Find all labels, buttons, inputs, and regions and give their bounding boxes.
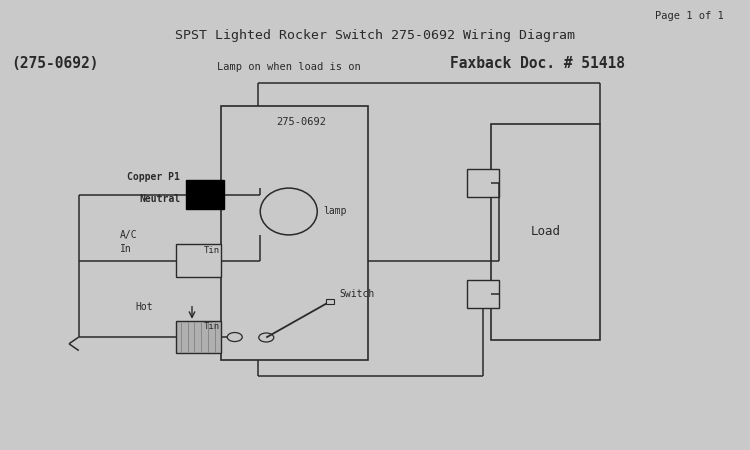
- Text: Switch: Switch: [339, 289, 374, 299]
- Bar: [221, 106, 368, 360]
- Text: Lamp on when load is on: Lamp on when load is on: [217, 62, 361, 72]
- Bar: [467, 169, 499, 197]
- Text: (275-0692): (275-0692): [11, 56, 99, 71]
- Text: A/C: A/C: [120, 230, 138, 240]
- Bar: [176, 244, 221, 277]
- Text: Neutral: Neutral: [139, 194, 180, 204]
- Text: Tin: Tin: [203, 322, 220, 331]
- Text: Copper P1: Copper P1: [127, 172, 180, 182]
- Text: SPST Lighted Rocker Switch 275-0692 Wiring Diagram: SPST Lighted Rocker Switch 275-0692 Wiri…: [175, 29, 575, 42]
- Text: Faxback Doc. # 51418: Faxback Doc. # 51418: [450, 56, 625, 71]
- Bar: [326, 299, 334, 304]
- Text: 275-0692: 275-0692: [277, 117, 327, 127]
- Text: lamp: lamp: [323, 207, 346, 216]
- Text: Hot: Hot: [135, 302, 153, 312]
- Text: Page 1 of 1: Page 1 of 1: [655, 11, 724, 21]
- Bar: [186, 180, 224, 209]
- Text: In: In: [120, 244, 132, 254]
- Bar: [467, 280, 499, 308]
- Bar: [176, 321, 221, 353]
- Text: Tin: Tin: [203, 246, 220, 255]
- Bar: [491, 124, 600, 340]
- Text: Load: Load: [531, 225, 560, 238]
